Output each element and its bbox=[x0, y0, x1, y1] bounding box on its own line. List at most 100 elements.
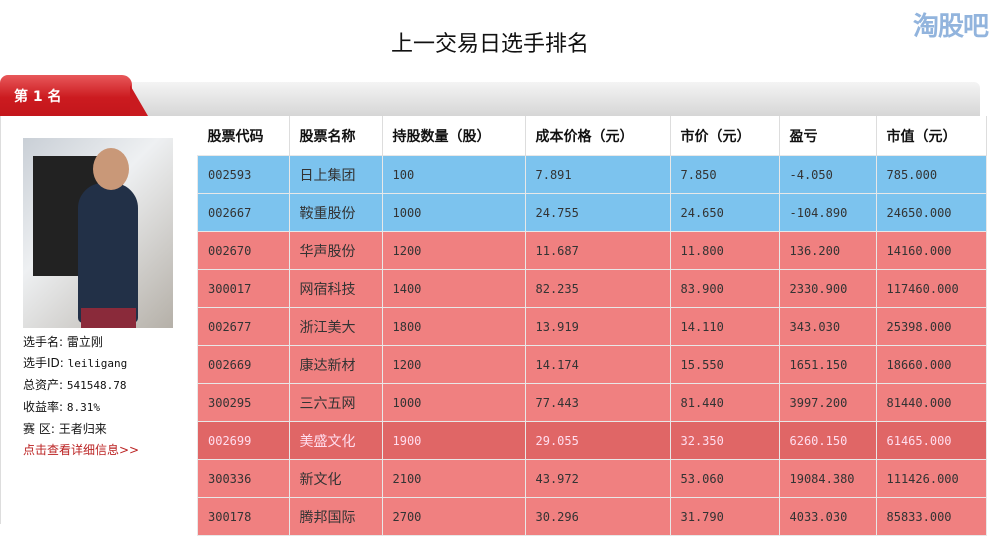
table-cell: 29.055 bbox=[524, 421, 671, 460]
table-cell: 7.850 bbox=[669, 155, 780, 194]
player-id-label: 选手ID: bbox=[23, 356, 64, 370]
table-cell: 7.891 bbox=[524, 155, 671, 194]
table-cell: 2330.900 bbox=[778, 269, 877, 308]
player-return-value: 8.31% bbox=[66, 401, 100, 414]
table-cell: 81.440 bbox=[669, 383, 780, 422]
table-row[interactable]: 300017 网宿科技 1400 82.235 83.900 2330.900 117460… bbox=[197, 269, 987, 308]
table-cell: 13.919 bbox=[524, 307, 671, 346]
table-cell: 11.687 bbox=[524, 231, 671, 270]
header-row: 股票代码 股票名称 持股数量（股） 成本价格（元） 市价（元） 盈亏 市值（元） bbox=[197, 116, 987, 156]
column-header: 盈亏 bbox=[779, 116, 877, 156]
holdings-table: 股票代码 股票名称 持股数量（股） 成本价格（元） 市价（元） 盈亏 市值（元） 00259… bbox=[197, 116, 987, 536]
table-cell: 785.000 bbox=[875, 155, 987, 194]
table-row[interactable]: 300295 三六五网 1000 77.443 81.440 3997.200 81440.… bbox=[197, 383, 987, 422]
table-cell: 82.235 bbox=[524, 269, 671, 308]
table-row[interactable]: 300336 新文化 2100 43.972 53.060 19084.380 111426… bbox=[197, 459, 987, 498]
table-cell: 111426.000 bbox=[875, 459, 987, 498]
table-cell: 002667 bbox=[197, 193, 290, 232]
player-assets-value: 541548.78 bbox=[66, 379, 127, 392]
table-cell: 343.030 bbox=[778, 307, 877, 346]
player-id: 选手ID: leiligang bbox=[23, 354, 127, 371]
table-cell: 300017 bbox=[197, 269, 290, 308]
column-header: 股票代码 bbox=[197, 116, 290, 156]
table-cell: 43.972 bbox=[524, 459, 671, 498]
table-row[interactable]: 002699 美盛文化 1900 29.055 32.350 6260.150 61465.… bbox=[197, 421, 987, 460]
table-cell: 2700 bbox=[381, 497, 526, 536]
player-name: 选手名: 雷立刚 bbox=[23, 333, 103, 350]
table-cell: 18660.000 bbox=[875, 345, 987, 384]
table-cell: 25398.000 bbox=[875, 307, 987, 346]
table-cell: 77.443 bbox=[524, 383, 671, 422]
page-title: 上一交易日选手排名 bbox=[390, 32, 589, 57]
table-cell: 15.550 bbox=[669, 345, 780, 384]
table-row[interactable]: 002670 华声股份 1200 11.687 11.800 136.200 14160.0… bbox=[197, 231, 987, 270]
table-cell: 24.755 bbox=[524, 193, 671, 232]
table-cell: 300336 bbox=[197, 459, 290, 498]
table-cell: 14160.000 bbox=[875, 231, 987, 270]
table-cell: 日上集团 bbox=[288, 155, 383, 194]
player-id-value: leiligang bbox=[67, 357, 128, 370]
table-row[interactable]: 002593 日上集团 100 7.891 7.850 -4.050 785.000 bbox=[197, 155, 987, 194]
table-cell: 30.296 bbox=[524, 497, 671, 536]
column-header: 市值（元） bbox=[876, 116, 987, 156]
table-cell: 浙江美大 bbox=[288, 307, 383, 346]
table-cell: 腾邦国际 bbox=[288, 497, 383, 536]
table-cell: 002669 bbox=[197, 345, 290, 384]
table-cell: 美盛文化 bbox=[288, 421, 383, 460]
table-cell: 6260.150 bbox=[778, 421, 877, 460]
table-cell: 3997.200 bbox=[778, 383, 877, 422]
table-cell: 136.200 bbox=[778, 231, 877, 270]
table-row[interactable]: 002667 鞍重股份 1000 24.755 24.650 -104.890 24650.… bbox=[197, 193, 987, 232]
table-cell: 83.900 bbox=[669, 269, 780, 308]
table-cell: 61465.000 bbox=[875, 421, 987, 460]
table-cell: 1200 bbox=[381, 345, 526, 384]
column-header: 市价（元） bbox=[670, 116, 780, 156]
table-cell: 华声股份 bbox=[288, 231, 383, 270]
table-cell: 11.800 bbox=[669, 231, 780, 270]
table-cell: 300178 bbox=[197, 497, 290, 536]
table-cell: 网宿科技 bbox=[288, 269, 383, 308]
table-cell: 002670 bbox=[197, 231, 290, 270]
table-cell: 002677 bbox=[197, 307, 290, 346]
table-cell: 新文化 bbox=[288, 459, 383, 498]
table-cell: 鞍重股份 bbox=[288, 193, 383, 232]
table-cell: 81440.000 bbox=[875, 383, 987, 422]
table-cell: 117460.000 bbox=[875, 269, 987, 308]
table-cell: 三六五网 bbox=[288, 383, 383, 422]
table-cell: 1200 bbox=[381, 231, 526, 270]
table-cell: 1651.150 bbox=[778, 345, 877, 384]
column-header: 股票名称 bbox=[289, 116, 383, 156]
table-cell: 1000 bbox=[381, 383, 526, 422]
player-name-label: 选手名: bbox=[23, 335, 64, 349]
table-cell: 31.790 bbox=[669, 497, 780, 536]
table-cell: 1900 bbox=[381, 421, 526, 460]
table-cell: 2100 bbox=[381, 459, 526, 498]
table-cell: 1400 bbox=[381, 269, 526, 308]
rank-header-bar bbox=[0, 82, 980, 116]
table-cell: 24.650 bbox=[669, 193, 780, 232]
player-zone: 赛 区: 王者归来 bbox=[23, 420, 107, 437]
table-row[interactable]: 002669 康达新材 1200 14.174 15.550 1651.150 18660.… bbox=[197, 345, 987, 384]
table-cell: 100 bbox=[381, 155, 526, 194]
player-zone-label: 赛 区: bbox=[23, 422, 55, 436]
player-avatar bbox=[23, 138, 173, 328]
rank-tab[interactable]: 第 1 名 bbox=[0, 75, 148, 116]
player-detail-link[interactable]: 点击查看详细信息>> bbox=[23, 443, 140, 457]
table-row[interactable]: 002677 浙江美大 1800 13.919 14.110 343.030 25398.0… bbox=[197, 307, 987, 346]
player-zone-value: 王者归来 bbox=[58, 422, 107, 436]
table-cell: 300295 bbox=[197, 383, 290, 422]
table-row[interactable]: 300178 腾邦国际 2700 30.296 31.790 4033.030 85833.… bbox=[197, 497, 987, 536]
watermark-logo: 淘股吧 bbox=[912, 12, 989, 42]
table-cell: -4.050 bbox=[778, 155, 877, 194]
table-cell: 85833.000 bbox=[875, 497, 987, 536]
player-assets-label: 总资产: bbox=[23, 378, 64, 392]
table-cell: 19084.380 bbox=[778, 459, 877, 498]
player-return-label: 收益率: bbox=[23, 400, 64, 414]
table-cell: 1000 bbox=[381, 193, 526, 232]
table-cell: 4033.030 bbox=[778, 497, 877, 536]
table-cell: 1800 bbox=[381, 307, 526, 346]
table-cell: 康达新材 bbox=[288, 345, 383, 384]
table-cell: 14.174 bbox=[524, 345, 671, 384]
table-cell: 14.110 bbox=[669, 307, 780, 346]
column-header: 持股数量（股） bbox=[382, 116, 526, 156]
